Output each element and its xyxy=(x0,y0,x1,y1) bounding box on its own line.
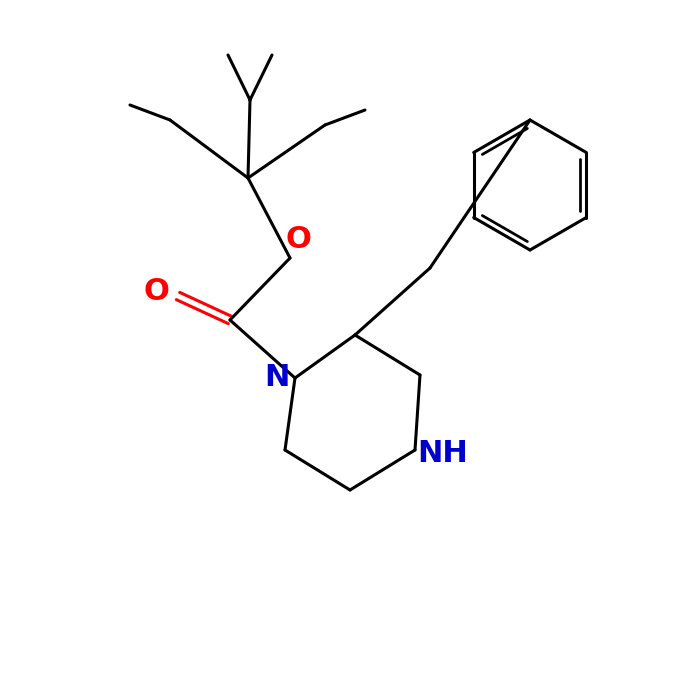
Text: NH: NH xyxy=(418,440,468,468)
Text: N: N xyxy=(265,363,290,393)
Text: O: O xyxy=(285,225,311,255)
Text: O: O xyxy=(143,276,169,305)
